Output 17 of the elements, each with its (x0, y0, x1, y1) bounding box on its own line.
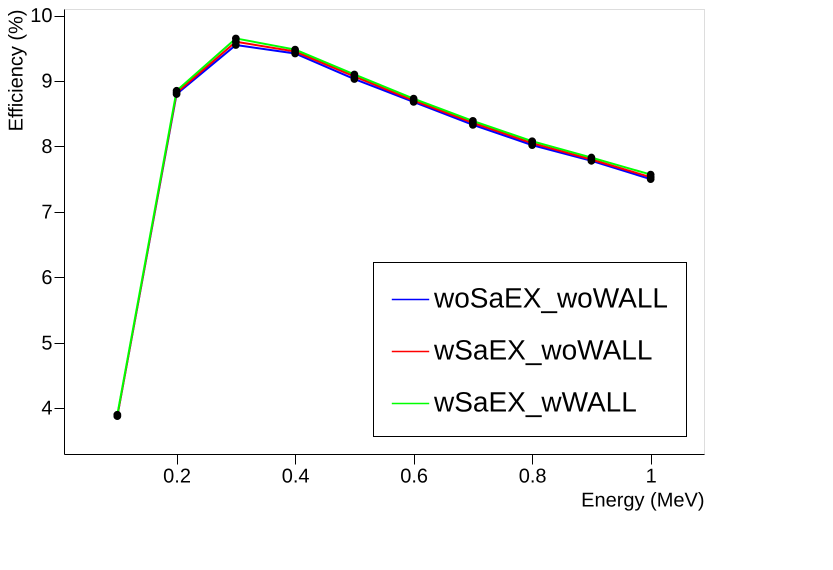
y-tick-label: 7 (41, 201, 52, 224)
legend-label: woSaEX_woWALL (433, 282, 668, 314)
x-tick-label: 1 (646, 466, 657, 488)
x-axis-title: Energy (MeV) (581, 490, 704, 512)
y-tick-label: 4 (41, 398, 52, 420)
y-tick-label: 6 (41, 266, 52, 289)
x-tick-label: 0.4 (282, 466, 310, 488)
legend-label: wSaEX_wWALL (433, 386, 637, 418)
y-tick-label: 9 (41, 70, 52, 92)
y-tick-label: 8 (41, 136, 52, 158)
y-axis-title: Efficiency (%) (5, 10, 28, 132)
x-tick-label: 0.6 (400, 466, 428, 488)
y-tick-label: 5 (41, 332, 52, 354)
legend-label: wSaEX_woWALL (433, 334, 652, 366)
x-tick-label: 0.8 (518, 466, 547, 488)
x-tick-label: 0.2 (163, 466, 191, 488)
y-tick-label: 10 (30, 5, 52, 28)
